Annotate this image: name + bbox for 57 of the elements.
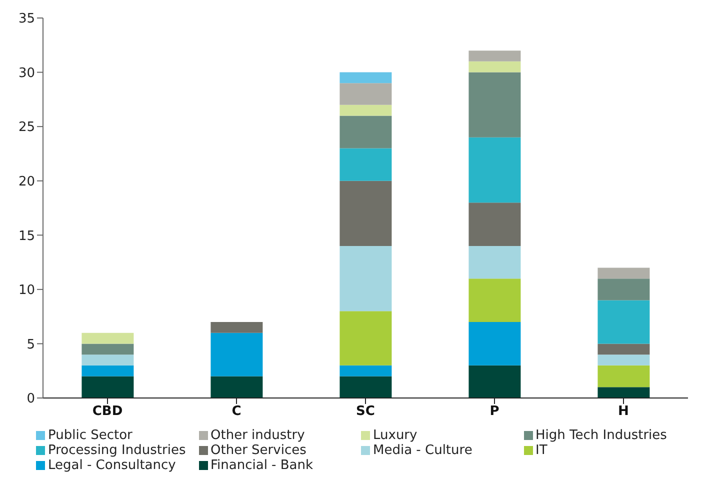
bar <box>340 311 392 366</box>
bar <box>598 365 650 388</box>
bar <box>598 300 650 344</box>
y-tick-label: 15 <box>18 228 35 244</box>
bar <box>468 202 521 246</box>
bar <box>210 322 263 333</box>
bar <box>468 61 521 72</box>
bar <box>598 344 650 355</box>
legend-label: Financial - Bank <box>210 458 314 473</box>
x-tick-label: C <box>232 404 242 420</box>
bar <box>598 278 650 300</box>
y-tick-label: 10 <box>18 283 35 298</box>
bar <box>468 50 521 62</box>
bar <box>468 278 521 322</box>
y-tick-label: 0 <box>26 392 35 407</box>
y-tick-label: 25 <box>18 120 35 136</box>
bar <box>468 72 521 138</box>
bar <box>340 376 392 398</box>
y-tick-label: 30 <box>18 66 35 81</box>
bar <box>468 322 521 366</box>
y-tick-label: 35 <box>18 12 35 27</box>
y-tick-label: 5 <box>26 337 35 352</box>
legend-label: IT <box>536 443 548 458</box>
bar <box>82 332 134 344</box>
bar <box>468 137 521 203</box>
bar <box>598 268 650 279</box>
bar <box>210 332 263 376</box>
x-tick-label: H <box>618 404 629 420</box>
bar <box>82 354 134 366</box>
bar <box>82 376 134 398</box>
bar <box>340 148 392 181</box>
y-tick-label: 20 <box>18 174 35 190</box>
bar <box>210 376 263 398</box>
legend-label: Media - Culture <box>373 443 472 458</box>
x-tick-label: CBD <box>92 404 123 420</box>
bar <box>468 246 521 279</box>
x-tick-label: SC <box>356 404 375 420</box>
bar <box>82 365 134 376</box>
bar <box>468 365 521 398</box>
legend-label: Other industry <box>210 428 305 443</box>
bar <box>340 180 392 246</box>
legend-label: Luxury <box>373 428 418 443</box>
legend-label: Public Sector <box>48 428 132 443</box>
x-tick-label: P <box>490 404 500 420</box>
bar <box>598 354 650 366</box>
bar <box>340 116 392 148</box>
legend-label: Legal - Consultancy <box>48 458 176 473</box>
legend-label: Processing Industries <box>48 443 186 458</box>
bar <box>340 72 392 84</box>
bar <box>598 387 650 398</box>
bar <box>340 104 392 116</box>
legend-label: Other Services <box>210 443 306 458</box>
bar <box>340 246 392 312</box>
bar <box>82 344 134 355</box>
bar <box>340 365 392 376</box>
legend-label: High Tech Industries <box>536 428 667 443</box>
bar <box>340 83 392 105</box>
